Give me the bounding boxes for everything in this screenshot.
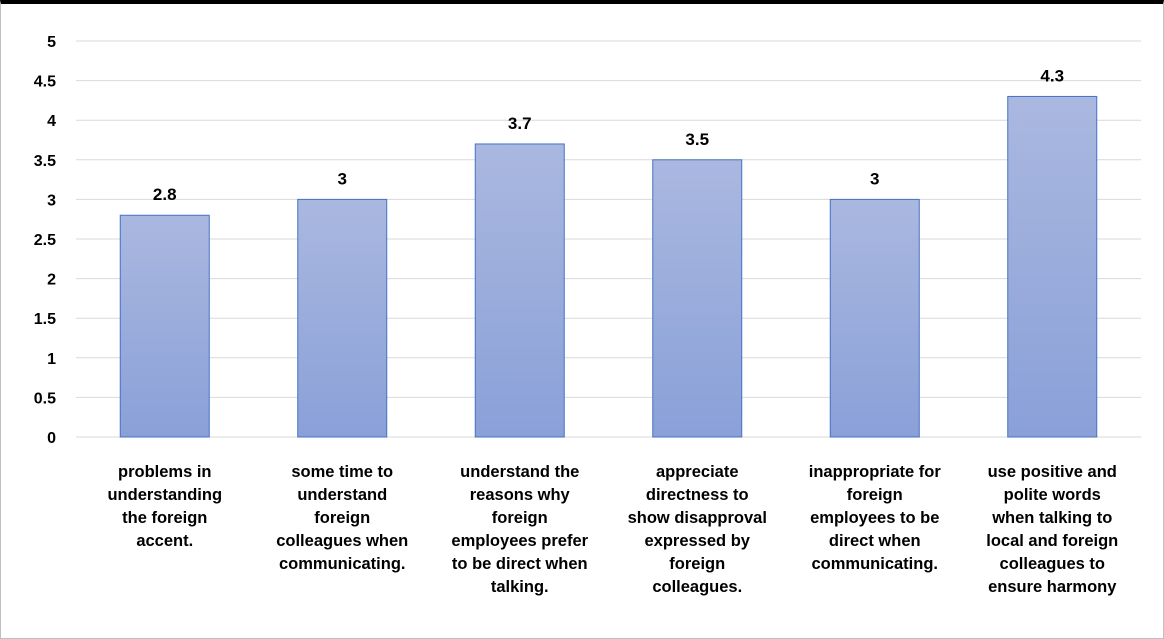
category-label-line: understand bbox=[297, 486, 387, 504]
bar bbox=[297, 198, 388, 438]
y-tick-label: 0.5 bbox=[34, 390, 56, 407]
category-label-line: understand the bbox=[460, 463, 579, 481]
category-label-line: some time to bbox=[291, 463, 393, 481]
category-label-line: polite words bbox=[1004, 486, 1101, 504]
data-label: 3.7 bbox=[508, 114, 532, 133]
y-tick-label: 2 bbox=[47, 272, 56, 289]
category-label-line: directness to bbox=[646, 486, 749, 504]
y-tick-label: 1 bbox=[47, 351, 56, 368]
category-labels: problems in understanding the foreign accen… bbox=[107, 463, 1118, 596]
category-label-line: foreign bbox=[492, 509, 548, 527]
category-label-line: communicating. bbox=[279, 555, 406, 573]
category-label-line: understanding bbox=[107, 486, 222, 504]
bar bbox=[119, 214, 210, 438]
category-label: appreciate directness to show disapproval e… bbox=[628, 463, 767, 596]
gridlines bbox=[76, 40, 1141, 438]
category-label: problems in understanding the foreign accen… bbox=[107, 463, 222, 550]
bar bbox=[1007, 95, 1098, 438]
y-tick-label: 0 bbox=[47, 430, 56, 447]
category-label-line: the foreign bbox=[122, 509, 207, 527]
category-label-line: talking. bbox=[491, 578, 549, 596]
category-label: some time to understand foreign colleagues … bbox=[276, 463, 408, 573]
data-label: 3 bbox=[338, 169, 347, 188]
category-label-line: appreciate bbox=[656, 463, 739, 481]
data-label: 4.3 bbox=[1040, 66, 1064, 85]
category-label-line: communicating. bbox=[811, 555, 938, 573]
category-label-line: inappropriate for bbox=[809, 463, 942, 481]
category-label-line: use positive and bbox=[988, 463, 1117, 481]
data-labels: 2.8 3 3.7 3.5 3 4.3 bbox=[153, 66, 1064, 204]
bar bbox=[474, 143, 565, 438]
y-tick-label: 4.5 bbox=[34, 74, 56, 91]
category-label: use positive and polite words when talking… bbox=[986, 463, 1118, 596]
category-label-line: foreign bbox=[314, 509, 370, 527]
data-label: 3 bbox=[870, 169, 879, 188]
y-tick-label: 1.5 bbox=[34, 311, 56, 328]
bar bbox=[652, 159, 743, 438]
category-label-line: to be direct when bbox=[452, 555, 588, 573]
category-label-line: when talking to bbox=[991, 509, 1112, 527]
category-label-line: employees to be bbox=[810, 509, 939, 527]
y-tick-label: 5 bbox=[47, 34, 56, 51]
category-label-line: foreign bbox=[669, 555, 725, 573]
bar bbox=[829, 198, 920, 438]
category-label-line: problems in bbox=[118, 463, 212, 481]
bars bbox=[119, 95, 1098, 438]
y-tick-label: 2.5 bbox=[34, 232, 56, 249]
category-label-line: ensure harmony bbox=[988, 578, 1117, 596]
y-tick-label: 4 bbox=[47, 113, 56, 130]
category-label-line: colleagues. bbox=[652, 578, 742, 596]
category-label-line: expressed by bbox=[645, 532, 751, 550]
category-label-line: colleagues when bbox=[276, 532, 408, 550]
category-label-line: reasons why bbox=[470, 486, 571, 504]
category-label-line: foreign bbox=[847, 486, 903, 504]
bar-chart: 0 0.5 1 1.5 2 2.5 3 3.5 4 4.5 5 2.8 3 3.7 3.5 3 4.3 pro… bbox=[34, 34, 1141, 596]
y-tick-label: 3.5 bbox=[34, 153, 56, 170]
y-axis-tick-labels: 0 0.5 1 1.5 2 2.5 3 3.5 4 4.5 5 bbox=[34, 34, 56, 447]
category-label-line: direct when bbox=[829, 532, 921, 550]
category-label-line: show disapproval bbox=[628, 509, 767, 527]
category-label-line: colleagues to bbox=[1000, 555, 1105, 573]
y-tick-label: 3 bbox=[47, 192, 56, 209]
category-label: inappropriate for foreign employees to be d… bbox=[809, 463, 942, 573]
category-label-line: local and foreign bbox=[986, 532, 1118, 550]
category-label: understand the reasons why foreign employee… bbox=[451, 463, 588, 596]
data-label: 2.8 bbox=[153, 185, 177, 204]
data-label: 3.5 bbox=[685, 130, 709, 149]
category-label-line: employees prefer bbox=[451, 532, 588, 550]
category-label-line: accent. bbox=[136, 532, 193, 550]
